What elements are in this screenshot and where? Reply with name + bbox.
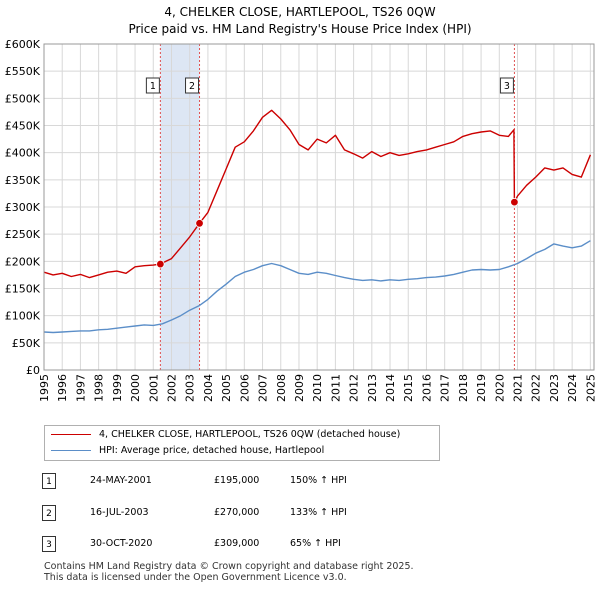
x-tick-label: 2016	[420, 374, 433, 402]
x-tick-label: 2004	[202, 374, 215, 402]
transaction-row: 2 16-JUL-2003 £270,000 133% ↑ HPI	[0, 505, 600, 527]
y-tick-label: £600K	[5, 38, 41, 51]
transaction-hpi: 65% ↑ HPI	[290, 538, 341, 549]
y-tick-label: £250K	[5, 228, 41, 241]
x-tick-label: 2022	[530, 374, 543, 402]
x-tick-label: 2015	[402, 374, 415, 402]
property-price-line	[43, 109, 592, 279]
footer-copyright: Contains HM Land Registry data © Crown c…	[44, 561, 414, 572]
x-tick-label: 2008	[275, 374, 288, 402]
x-tick-label: 2002	[165, 374, 178, 402]
x-tick-label: 2019	[475, 374, 488, 402]
y-tick-label: £100K	[5, 310, 41, 323]
footer-licence: This data is licensed under the Open Gov…	[44, 572, 347, 583]
x-tick-label: 2000	[129, 374, 142, 402]
sale-label-box	[499, 77, 514, 94]
y-tick-label: £50K	[12, 337, 41, 350]
x-tick-label: 1996	[56, 374, 69, 402]
transaction-row: 3 30-OCT-2020 £309,000 65% ↑ HPI	[0, 536, 600, 558]
x-tick-label: 2001	[147, 374, 160, 402]
legend-label-hpi: HPI: Average price, detached house, Hart…	[99, 445, 325, 456]
transaction-date: 30-OCT-2020	[90, 538, 153, 549]
x-tick-label: 2006	[238, 374, 251, 402]
x-tick-label: 2021	[512, 374, 525, 402]
legend-item-hpi: HPI: Average price, detached house, Hart…	[51, 443, 324, 459]
x-tick-label: 2007	[257, 374, 270, 402]
x-tick-label: 2024	[566, 374, 579, 402]
sale-point	[195, 219, 204, 228]
price-chart: 4, CHELKER CLOSE, HARTLEPOOL, TS26 0QW P…	[5, 5, 598, 402]
x-tick-label: 2014	[384, 374, 397, 402]
footer: Contains HM Land Registry data © Crown c…	[44, 561, 414, 583]
y-tick-label: £400K	[5, 147, 41, 160]
y-tick-label: £350K	[5, 174, 41, 187]
y-tick-label: £500K	[5, 92, 41, 105]
x-tick-label: 2025	[584, 374, 597, 402]
legend-swatch-property	[51, 434, 91, 435]
x-tick-label: 2017	[439, 374, 452, 402]
x-tick-label: 2012	[348, 374, 361, 402]
x-tick-label: 2018	[457, 374, 470, 402]
x-tick-label: 2013	[366, 374, 379, 402]
transaction-hpi: 150% ↑ HPI	[290, 475, 347, 486]
y-tick-label: £300K	[5, 201, 41, 214]
sale-label: 3	[504, 81, 510, 92]
x-tick-label: 2023	[548, 374, 561, 402]
y-tick-label: £150K	[5, 283, 41, 296]
chart-title-line1: 4, CHELKER CLOSE, HARTLEPOOL, TS26 0QW	[164, 5, 435, 19]
x-tick-label: 1997	[74, 374, 87, 402]
transaction-number: 3	[42, 536, 56, 552]
sale-label-box	[145, 77, 160, 94]
x-tick-label: 1999	[111, 374, 124, 402]
y-tick-label: £450K	[5, 120, 41, 133]
x-tick-label: 2011	[329, 374, 342, 402]
x-tick-label: 2020	[493, 374, 506, 402]
legend-item-property: 4, CHELKER CLOSE, HARTLEPOOL, TS26 0QW (…	[51, 427, 400, 443]
legend-swatch-hpi	[51, 450, 91, 451]
chart-title-line2: Price paid vs. HM Land Registry's House …	[128, 22, 471, 36]
transaction-number: 2	[42, 505, 56, 521]
x-tick-label: 1998	[93, 374, 106, 402]
y-tick-label: £0	[26, 364, 40, 377]
y-tick-label: £550K	[5, 65, 41, 78]
legend: 4, CHELKER CLOSE, HARTLEPOOL, TS26 0QW (…	[44, 425, 440, 461]
sale-label-box	[185, 77, 200, 94]
sale-label: 1	[150, 81, 156, 92]
plot-frame	[43, 43, 595, 371]
x-tick-label: 2009	[293, 374, 306, 402]
sale-point	[510, 197, 519, 207]
sale-label: 2	[189, 81, 195, 92]
x-tick-label: 2010	[311, 374, 324, 402]
x-tick-label: 1995	[38, 374, 51, 402]
legend-label-property: 4, CHELKER CLOSE, HARTLEPOOL, TS26 0QW (…	[99, 429, 401, 440]
transaction-row: 1 24-MAY-2001 £195,000 150% ↑ HPI	[0, 473, 600, 495]
x-tick-label: 2003	[184, 374, 197, 402]
transaction-price: £195,000	[214, 475, 260, 486]
transaction-price: £309,000	[214, 538, 260, 549]
transaction-number: 1	[42, 473, 56, 489]
x-tick-label: 2005	[220, 374, 233, 402]
hpi-line	[43, 240, 591, 334]
transaction-date: 16-JUL-2003	[90, 507, 149, 518]
y-tick-label: £200K	[5, 255, 41, 268]
transaction-price: £270,000	[214, 507, 260, 518]
transaction-date: 24-MAY-2001	[90, 475, 152, 486]
sale-point	[156, 259, 165, 269]
transaction-hpi: 133% ↑ HPI	[290, 507, 347, 518]
